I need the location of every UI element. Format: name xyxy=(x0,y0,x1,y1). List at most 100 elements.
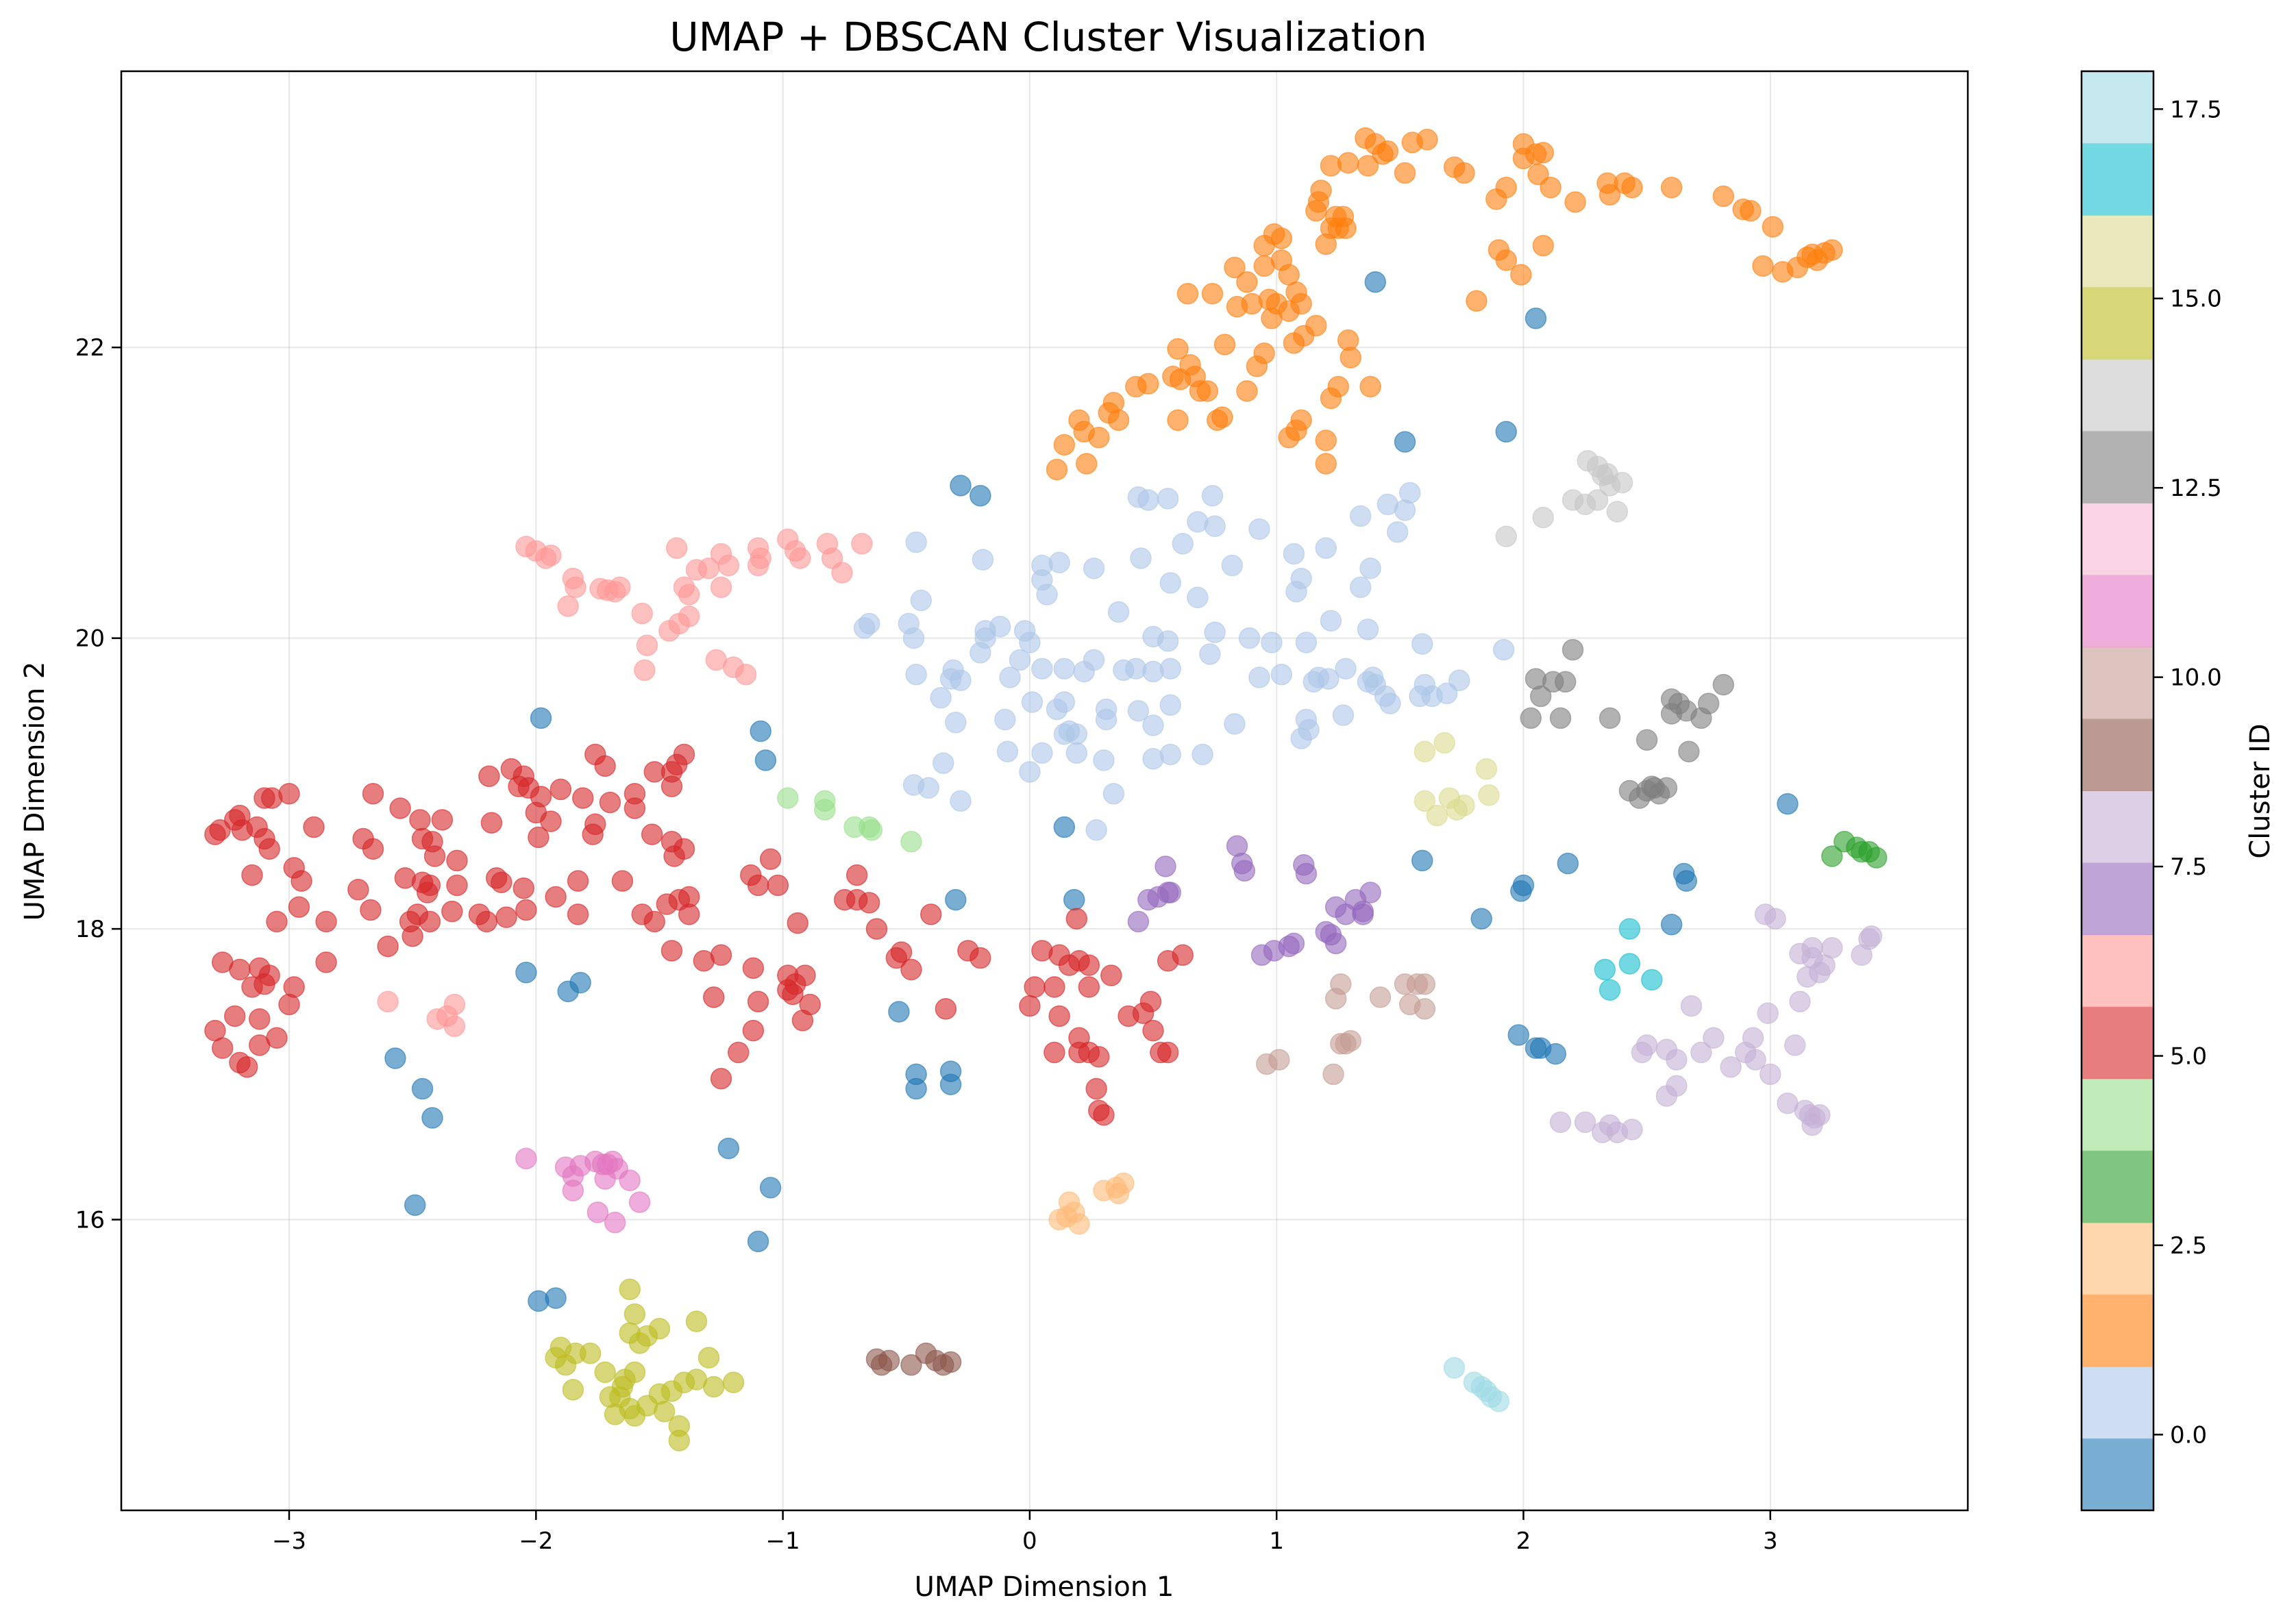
colorbar-swatch xyxy=(2082,359,2153,432)
data-point xyxy=(1322,1063,1344,1086)
data-point xyxy=(1283,932,1305,955)
data-point xyxy=(1335,903,1357,925)
data-point xyxy=(933,752,954,774)
data-point xyxy=(1492,638,1515,661)
data-point xyxy=(658,620,680,642)
data-point xyxy=(389,797,411,819)
data-point xyxy=(1290,409,1312,432)
data-point xyxy=(717,554,740,577)
data-point xyxy=(1666,1075,1688,1097)
data-point xyxy=(513,877,535,899)
data-point xyxy=(624,1361,646,1384)
data-point xyxy=(241,976,263,998)
data-point xyxy=(1315,429,1337,451)
data-point xyxy=(1021,691,1044,713)
data-point xyxy=(495,906,517,928)
data-point xyxy=(594,755,616,777)
data-point xyxy=(1095,708,1118,731)
data-point xyxy=(1076,453,1098,475)
data-point xyxy=(1224,256,1246,279)
data-point xyxy=(1157,1041,1179,1064)
colorbar-swatch xyxy=(2082,143,2153,216)
data-point xyxy=(303,816,325,838)
data-point xyxy=(910,589,933,612)
data-point xyxy=(624,1303,646,1325)
cluster-group xyxy=(377,528,873,1038)
data-point xyxy=(1031,742,1053,764)
data-point xyxy=(315,951,337,973)
data-point xyxy=(1549,1111,1572,1134)
data-point xyxy=(1196,380,1219,402)
data-point xyxy=(1187,586,1209,608)
data-point xyxy=(970,947,991,969)
data-point xyxy=(1295,632,1318,653)
data-point xyxy=(619,1169,641,1192)
data-point xyxy=(754,749,777,771)
data-point xyxy=(1635,729,1658,751)
data-point xyxy=(878,1349,900,1372)
data-point xyxy=(1488,1390,1510,1412)
data-point xyxy=(291,870,312,892)
data-point xyxy=(1416,128,1438,151)
data-point xyxy=(1159,694,1181,716)
cluster-group xyxy=(1127,835,1381,966)
data-point xyxy=(972,549,994,571)
data-point xyxy=(1236,271,1258,293)
data-point xyxy=(1044,1041,1065,1064)
colorbar-swatches xyxy=(2082,71,2153,1511)
data-point xyxy=(900,958,922,981)
data-point xyxy=(1192,743,1213,766)
data-point xyxy=(569,971,591,994)
data-point xyxy=(1053,691,1076,713)
data-point xyxy=(1167,409,1189,432)
data-point xyxy=(258,964,280,986)
data-point xyxy=(1137,489,1159,511)
data-point xyxy=(1675,870,1698,892)
data-point xyxy=(1762,216,1784,238)
data-point xyxy=(1340,1030,1362,1052)
data-point xyxy=(1176,282,1199,305)
data-point xyxy=(1618,918,1641,940)
colorbar-swatch xyxy=(2082,287,2153,360)
data-point xyxy=(1540,177,1561,199)
y-axis-label: UMAP Dimension 2 xyxy=(19,662,51,921)
data-point xyxy=(1712,673,1735,696)
y-tick-label: 16 xyxy=(75,1207,105,1234)
data-point xyxy=(1359,882,1381,903)
data-point xyxy=(599,791,621,814)
data-point xyxy=(1009,649,1031,671)
data-point xyxy=(1414,998,1436,1020)
data-point xyxy=(816,532,839,555)
colorbar-swatch xyxy=(2082,1366,2153,1439)
data-point xyxy=(1697,693,1720,714)
data-point xyxy=(1253,255,1275,277)
data-point xyxy=(417,882,439,903)
data-point xyxy=(845,864,868,886)
cluster-group xyxy=(515,1147,651,1234)
data-point xyxy=(1019,995,1041,1017)
data-point xyxy=(1083,649,1105,671)
data-point xyxy=(1065,742,1088,764)
data-point xyxy=(784,973,806,995)
data-point xyxy=(890,941,913,963)
data-point xyxy=(530,707,552,729)
data-point xyxy=(1394,431,1416,453)
data-point xyxy=(491,871,513,893)
data-point xyxy=(702,986,725,1008)
data-point xyxy=(1574,1111,1596,1134)
data-point xyxy=(258,838,280,860)
data-point xyxy=(1102,782,1125,805)
data-point xyxy=(441,900,463,923)
data-point xyxy=(1031,658,1053,679)
data-point xyxy=(1127,700,1150,722)
data-point xyxy=(1065,908,1088,930)
data-point xyxy=(1495,525,1517,547)
data-point xyxy=(1740,199,1762,222)
data-point xyxy=(1340,347,1362,369)
data-point xyxy=(478,765,500,788)
data-point xyxy=(1453,794,1475,816)
data-point xyxy=(288,896,310,919)
scatter-points xyxy=(204,127,1888,1451)
data-point xyxy=(1757,1002,1779,1024)
data-point xyxy=(1495,249,1517,271)
